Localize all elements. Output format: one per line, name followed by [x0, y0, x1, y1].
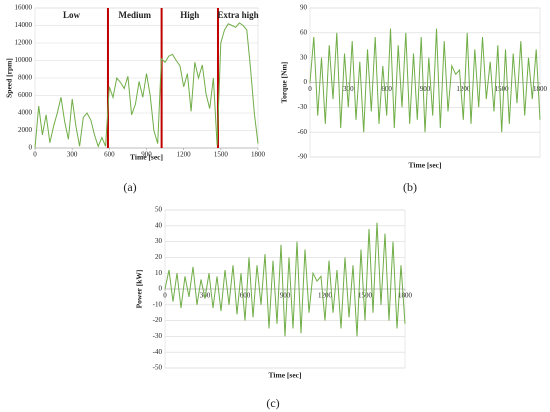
x-tick-label: 0 — [163, 292, 167, 300]
x-tick-label: 300 — [67, 151, 78, 159]
y-tick-label: 40 — [155, 221, 163, 229]
x-tick-label: 1800 — [398, 292, 413, 300]
x-tick-label: 1200 — [318, 292, 333, 300]
y-axis-label: Power [kW] — [135, 270, 144, 309]
phase-label: Low — [63, 10, 81, 20]
y-axis-label: Torque [Nm] — [280, 62, 289, 103]
y-tick-label: 30 — [155, 237, 163, 245]
x-tick-label: 300 — [343, 85, 354, 93]
y-tick-label: 0 — [159, 285, 163, 293]
x-tick-label: 900 — [280, 292, 291, 300]
y-tick-label: 14000 — [15, 21, 33, 29]
caption: (b) — [403, 180, 417, 194]
y-tick-label: 6000 — [18, 91, 33, 99]
y-tick-label: 0 — [29, 144, 33, 152]
y-tick-label: 2000 — [18, 126, 33, 134]
y-tick-label: 4000 — [18, 109, 33, 117]
y-tick-label: 12000 — [15, 39, 33, 47]
data-line — [34, 22, 259, 149]
y-tick-label: 10 — [155, 269, 163, 277]
x-tick-label: 1500 — [495, 85, 510, 93]
y-tick-label: 60 — [300, 28, 308, 36]
y-tick-label: -10 — [153, 300, 163, 308]
y-tick-label: 10000 — [15, 56, 33, 64]
y-tick-label: 30 — [300, 53, 308, 61]
x-tick-label: 1800 — [251, 151, 266, 159]
y-tick-label: 0 — [304, 78, 308, 86]
x-tick-label: 1200 — [456, 85, 471, 93]
phase-label: High — [180, 10, 199, 20]
x-tick-label: 600 — [381, 85, 392, 93]
phase-label: Medium — [119, 10, 152, 20]
x-axis-label: Time [sec] — [130, 153, 163, 162]
y-tick-label: -60 — [298, 128, 308, 136]
y-tick-label: 20 — [155, 253, 163, 261]
x-tick-label: 0 — [33, 151, 37, 159]
x-tick-label: 600 — [104, 151, 115, 159]
x-tick-label: 1800 — [533, 85, 548, 93]
y-tick-label: -50 — [153, 364, 163, 372]
y-tick-label: 16000 — [15, 4, 33, 12]
y-tick-label: -30 — [298, 103, 308, 111]
data-line — [164, 222, 406, 337]
x-tick-label: 0 — [308, 85, 312, 93]
x-tick-label: 900 — [141, 151, 152, 159]
x-tick-label: 600 — [240, 292, 251, 300]
data-line — [309, 28, 541, 133]
y-tick-label: 90 — [300, 4, 308, 12]
x-tick-label: 900 — [420, 85, 431, 93]
y-tick-label: -30 — [153, 332, 163, 340]
x-axis-label: Time [sec] — [269, 371, 302, 380]
x-axis-label: Time [sec] — [409, 161, 442, 170]
caption: (c) — [266, 396, 279, 410]
x-tick-label: 1500 — [358, 292, 373, 300]
x-tick-label: 1500 — [214, 151, 229, 159]
caption: (a) — [123, 180, 136, 194]
y-tick-label: -20 — [153, 316, 163, 324]
y-tick-label: 50 — [155, 206, 163, 214]
y-tick-label: -40 — [153, 348, 163, 356]
phase-label: Extra high — [217, 10, 258, 20]
x-tick-label: 1200 — [177, 151, 192, 159]
y-tick-label: -90 — [298, 153, 308, 161]
y-tick-label: 8000 — [18, 74, 33, 82]
y-axis-label: Speed [rpm] — [5, 58, 14, 98]
